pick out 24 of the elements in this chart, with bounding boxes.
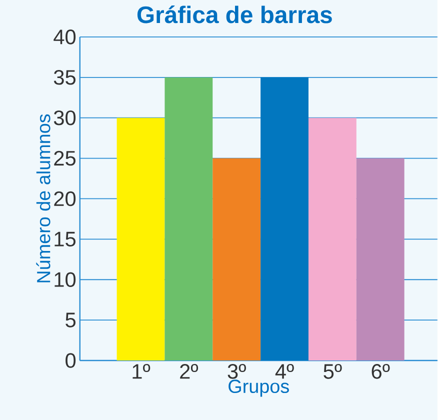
- y-tick-label: 10: [54, 272, 76, 287]
- bar: [308, 118, 356, 360]
- x-tick-label: 1º: [132, 364, 150, 378]
- y-tick-label: 20: [54, 191, 76, 206]
- x-tick-label: 6º: [372, 364, 390, 379]
- y-tick-label: 0: [66, 352, 76, 368]
- y-tick-label: 25: [54, 150, 76, 166]
- y-tick-label: 35: [54, 70, 76, 85]
- x-tick-label: 4º: [275, 364, 294, 378]
- x-tick-label: 3º: [228, 364, 246, 379]
- y-tick-label: 15: [54, 232, 76, 246]
- chart-title: Gráfica de barras: [137, 5, 332, 24]
- y-tick-label: 40: [54, 29, 76, 44]
- x-tick-label: 5º: [324, 364, 342, 379]
- bar: [212, 158, 261, 360]
- bar: [356, 158, 404, 360]
- bar: [116, 118, 165, 360]
- y-tick-label: 30: [54, 110, 76, 126]
- x-tick-label: 2º: [180, 364, 198, 378]
- x-axis-title: Grupos: [228, 379, 289, 397]
- bar: [164, 77, 213, 360]
- y-tick-label: 5: [66, 312, 76, 328]
- y-axis-title: Número de alumnos: [36, 114, 50, 282]
- bar: [260, 77, 308, 360]
